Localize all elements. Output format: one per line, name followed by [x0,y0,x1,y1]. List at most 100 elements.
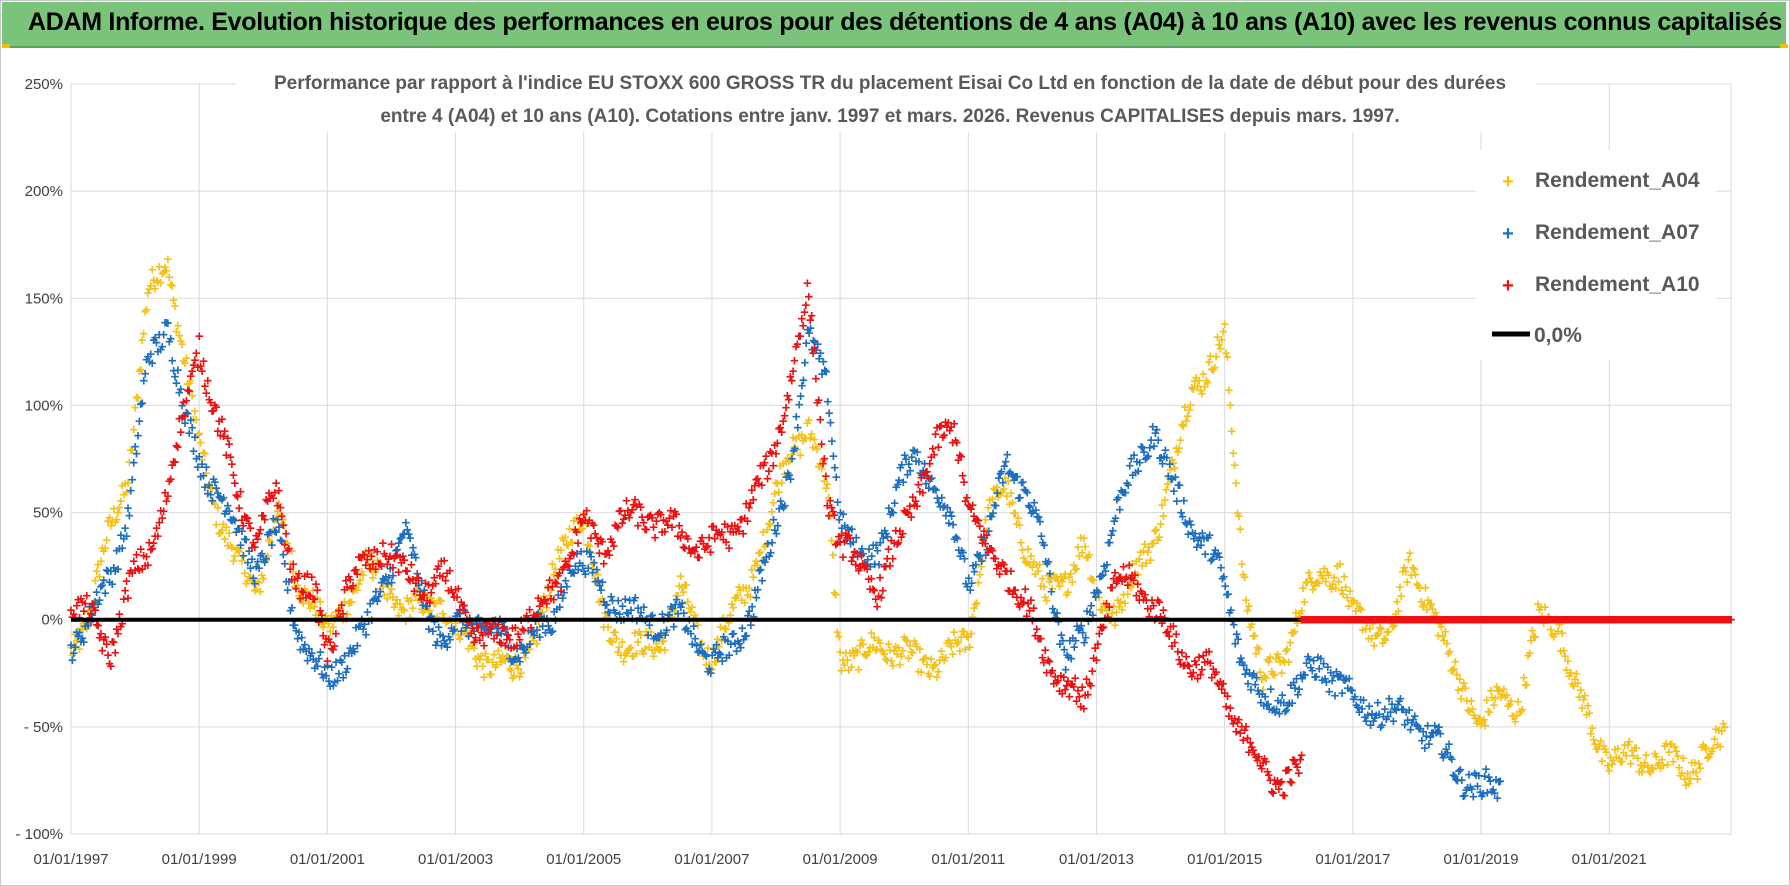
a10-point: + [900,503,909,520]
a04-point: + [1611,741,1620,758]
a07-point: + [939,499,948,516]
a07-point: + [704,664,713,681]
a04-point: + [270,512,279,529]
a04-point: + [1149,535,1158,552]
a07-point: + [410,546,419,563]
a04-point: + [346,594,355,611]
a04-point: + [185,375,194,392]
a04-point: + [363,551,372,568]
a07-point: + [303,653,312,670]
a10-point: + [112,621,121,638]
a04-point: + [149,272,158,289]
a10-point: + [817,436,826,453]
a04-point: + [698,635,707,652]
a07-point: + [525,636,534,653]
a10-point: + [787,372,796,389]
a10-point: + [332,626,341,643]
a04-point: + [162,262,171,279]
series-a10-zero-overlay: ++++++++++++++++++++++++++++++++++++++++… [1297,612,1735,629]
a10-point: + [763,471,772,488]
a07-point: + [255,560,264,577]
a07-point: + [1285,695,1294,712]
a04-point: + [672,587,681,604]
a07-point: + [1037,528,1046,545]
a10-point: + [878,582,887,599]
a04-point: + [507,663,516,680]
a07-point: + [164,315,173,332]
a04-point: + [219,516,228,533]
a10-point: + [195,328,204,345]
a10-point: + [824,508,833,525]
a04-point: + [742,580,751,597]
a07-point: + [239,548,248,565]
a07-point: + [1157,450,1166,467]
a04-point: + [974,574,983,591]
a10-point: + [319,627,328,644]
a10-point: + [471,630,480,647]
a07-point: + [326,678,335,695]
a04-point: + [797,427,806,444]
a07-point: + [283,582,292,599]
a04-point: + [1327,581,1336,598]
a04-point: + [1646,765,1655,782]
a10-point: + [760,455,769,472]
a10-point: + [924,470,933,487]
a10-point: + [364,543,373,560]
a07-point: + [721,632,730,649]
a07-point: + [1264,696,1273,713]
a04-point: + [280,517,289,534]
a07-point: + [1147,432,1156,449]
a07-point: + [306,648,315,665]
a04-point: + [925,668,934,685]
a10-point: + [198,363,207,380]
a10-point: + [960,474,969,491]
a07-point: + [746,617,755,634]
a04-point: + [1354,600,1363,617]
a07-point: + [565,562,574,579]
a04-point: + [1146,552,1155,569]
a04-point: + [907,644,916,661]
a04-point: + [279,512,288,529]
a10-point: + [316,602,325,619]
a04-point: + [126,442,135,459]
a07-point: + [132,446,141,463]
a07-point: + [91,593,100,610]
a04-point: + [481,646,490,663]
a07-point: + [600,593,609,610]
a04-point: + [1356,600,1365,617]
a07-point: + [218,492,227,509]
a04-point: + [1255,641,1264,658]
a07-point: + [1088,607,1097,624]
a10-point: + [390,550,399,567]
a07-point: + [1235,654,1244,671]
a07-point: + [330,674,339,691]
a04-point: + [1094,583,1103,600]
a04-point: + [188,388,197,405]
a07-point: + [913,444,922,461]
a07-point: + [964,570,973,587]
a04-point: + [831,587,840,604]
a10-point: + [225,436,234,453]
a04-point: + [982,523,991,540]
a10-point: + [266,490,275,507]
a04-point: + [755,545,764,562]
a07-point: + [1120,485,1129,502]
a04-point: + [893,646,902,663]
a07-point: + [139,372,148,389]
a07-point: + [1158,456,1167,473]
a04-point: + [1706,746,1715,763]
a04-point: + [465,626,474,643]
a07-point: + [248,551,257,568]
a07-point: + [483,620,492,637]
a07-point: + [1038,534,1047,551]
a04-point: + [1565,668,1574,685]
a04-point: + [1313,574,1322,591]
a10-point: + [676,530,685,547]
a04-point: + [1230,457,1239,474]
a04-point: + [584,537,593,554]
a10-point: + [324,631,333,648]
a07-point: + [171,368,180,385]
a04-point: + [1383,624,1392,641]
a04-point: + [1645,763,1654,780]
a07-point: + [567,565,576,582]
